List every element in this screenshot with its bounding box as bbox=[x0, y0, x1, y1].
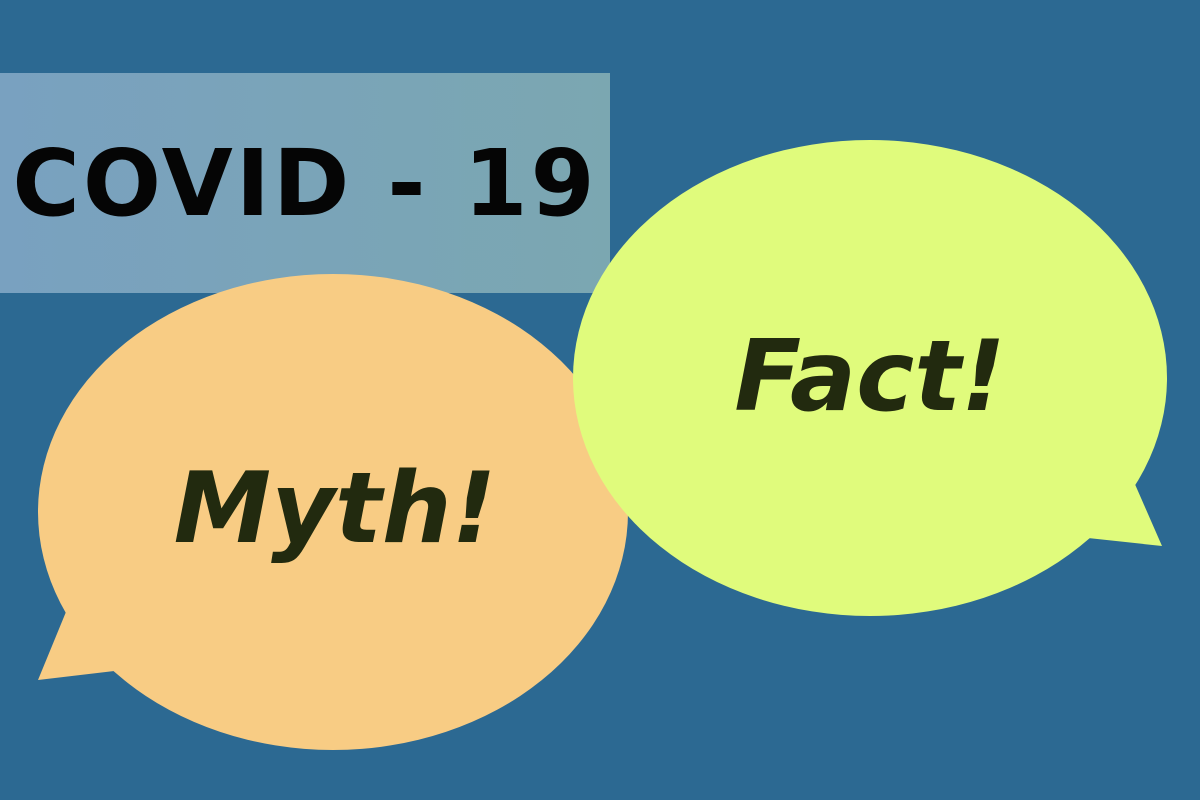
myth-bubble bbox=[38, 274, 628, 750]
fact-bubble bbox=[573, 140, 1167, 616]
fact-label: Fact! bbox=[734, 320, 1006, 434]
myth-label: Myth! bbox=[173, 452, 497, 566]
fact-bubble-body bbox=[573, 140, 1167, 616]
myth-bubble-body bbox=[38, 274, 628, 750]
page-title: COVID - 19 bbox=[12, 129, 598, 237]
title-band bbox=[0, 73, 610, 293]
